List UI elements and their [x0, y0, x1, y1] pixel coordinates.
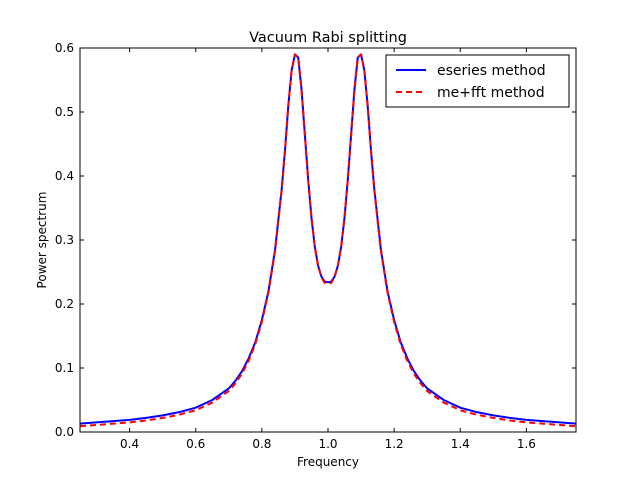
x-tick-label: 1.4	[451, 437, 470, 451]
legend-label-eseries: eseries method	[437, 63, 546, 79]
y-tick-label: 0.4	[55, 169, 74, 183]
y-tick-label: 0.3	[55, 233, 74, 247]
series-line-0	[79, 53, 577, 425]
y-tick-label: 0.6	[55, 41, 74, 55]
legend: eseries method me+fft method	[385, 54, 570, 108]
x-tick-label: 1.6	[517, 437, 536, 451]
y-tick-label: 0.2	[55, 297, 74, 311]
y-tick-label: 0.0	[55, 425, 74, 439]
axes-layer: 0.4 0.6 0.8 1.0 1.2 1.4 1.6 0.0 0.1 0.2 0.3 0.4 0.5 0…	[55, 41, 576, 451]
legend-box	[385, 54, 570, 108]
y-axis-label: Power spectrum	[35, 192, 49, 289]
x-tick-label: 0.4	[120, 437, 139, 451]
legend-label-mefft: me+fft method	[437, 85, 545, 101]
x-tick-label: 1.2	[385, 437, 404, 451]
x-axis-label: Frequency	[297, 455, 359, 469]
plot-area	[80, 48, 576, 432]
x-tick-label: 0.8	[252, 437, 271, 451]
x-tick-label: 0.6	[186, 437, 205, 451]
x-tick-label: 1.0	[318, 437, 337, 451]
chart-title: Vacuum Rabi splitting	[249, 30, 407, 46]
series-layer	[79, 53, 577, 428]
plot-frame	[79, 47, 577, 433]
y-tick-label: 0.5	[55, 105, 74, 119]
y-tick-label: 0.1	[55, 361, 74, 375]
